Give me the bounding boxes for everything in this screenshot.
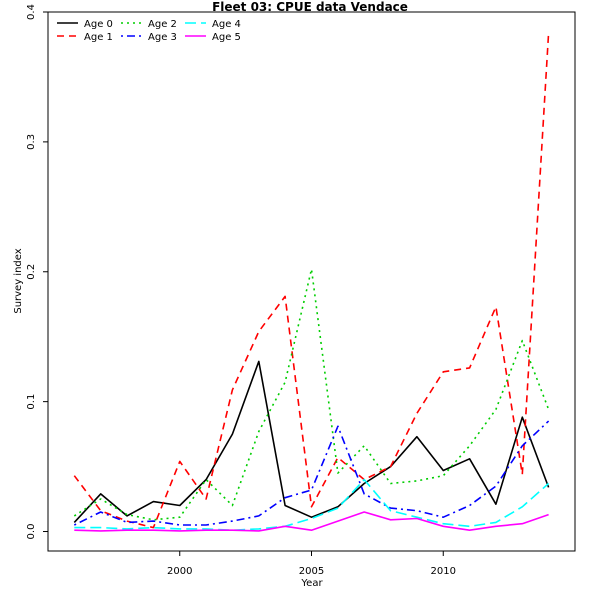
x-axis-title: Year <box>300 578 323 589</box>
legend-label: Age 1 <box>84 32 113 43</box>
x-axis: 2000 2005 2010 <box>167 551 456 577</box>
series-line-age-0 <box>73 360 550 523</box>
series-line-age-2 <box>73 268 550 521</box>
plot-frame <box>47 11 576 552</box>
legend-label: Age 2 <box>148 19 177 30</box>
y-tick-label: 0.1 <box>26 394 37 410</box>
y-axis-title: Survey index <box>13 248 24 313</box>
legend-label: Age 5 <box>212 32 241 43</box>
x-tick-label: 2000 <box>167 566 192 577</box>
series-line-age-5 <box>74 511 549 532</box>
y-tick-label: 0.3 <box>26 134 37 150</box>
chart-title: Fleet 03: CPUE data Vendace <box>212 0 408 14</box>
legend: Age 0 Age 1 Age 2 Age 3 Age 4 Age 5 <box>57 19 241 43</box>
x-tick-label: 2010 <box>431 566 456 577</box>
y-axis: 0.0 0.1 0.2 0.3 0.4 <box>26 4 48 539</box>
series-layer <box>73 32 550 532</box>
legend-label: Age 0 <box>84 19 113 30</box>
y-tick-label: 0.4 <box>26 4 37 20</box>
x-tick-label: 2005 <box>299 566 324 577</box>
legend-label: Age 3 <box>148 32 177 43</box>
series-line-age-4 <box>74 478 550 532</box>
series-line-age-1 <box>73 32 550 529</box>
series-line-age-3 <box>73 420 550 526</box>
y-tick-label: 0.2 <box>26 264 37 280</box>
y-tick-label: 0.0 <box>26 524 37 540</box>
legend-label: Age 4 <box>212 19 241 30</box>
